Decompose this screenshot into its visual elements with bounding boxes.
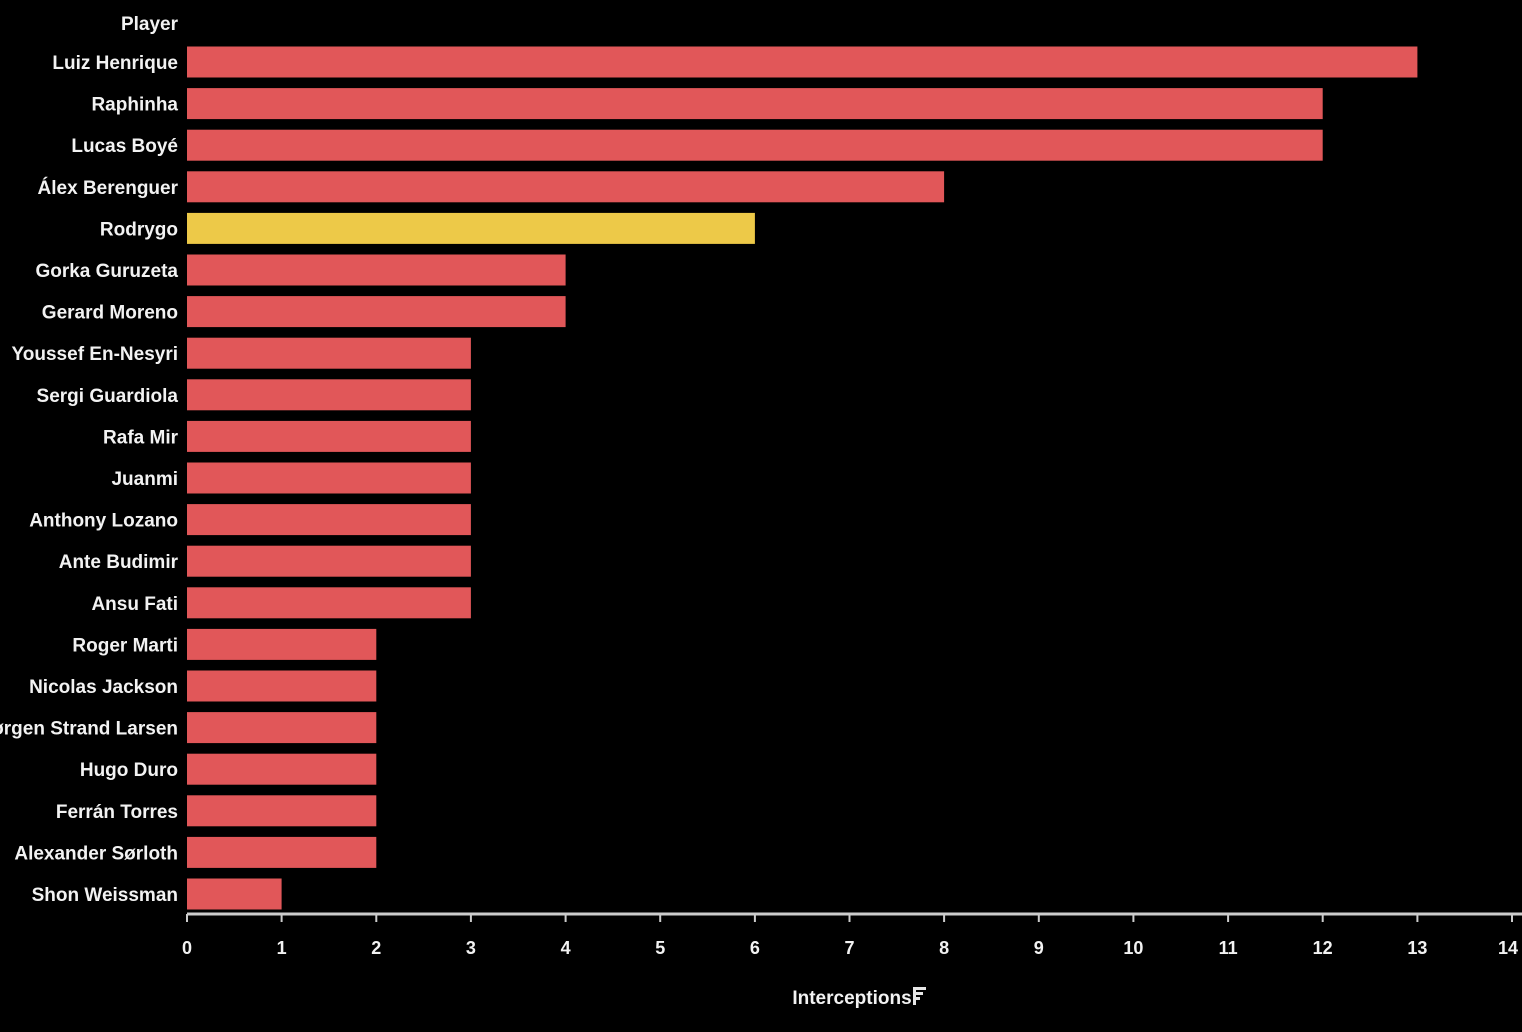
x-tick-label-7: 7 [844, 938, 854, 958]
player-label-6: Gerard Moreno [42, 303, 178, 324]
player-label-20: Shon Weissman [32, 885, 178, 906]
x-tick-label-0: 0 [182, 938, 192, 958]
bar-7[interactable] [187, 337, 471, 369]
player-label-13: Ansu Fati [91, 594, 178, 615]
bar-9[interactable] [187, 420, 471, 452]
x-tick-label-4: 4 [561, 938, 571, 958]
bar-0[interactable] [187, 46, 1418, 78]
player-label-14: Roger Marti [72, 635, 178, 656]
sort-descending-icon[interactable] [913, 987, 926, 1005]
bar-4[interactable] [187, 212, 755, 244]
x-axis-title: Interceptions [792, 988, 911, 1009]
player-label-15: Nicolas Jackson [29, 677, 178, 698]
player-label-16: Jørgen Strand Larsen [0, 719, 178, 740]
bar-3[interactable] [187, 171, 945, 203]
player-label-19: Alexander Sørloth [14, 843, 178, 864]
x-tick-label-1: 1 [277, 938, 287, 958]
x-tick-label-5: 5 [655, 938, 665, 958]
player-label-18: Ferrán Torres [56, 802, 178, 823]
player-label-11: Anthony Lozano [29, 511, 178, 532]
bar-11[interactable] [187, 504, 471, 536]
bar-13[interactable] [187, 587, 471, 619]
bar-10[interactable] [187, 462, 471, 494]
bar-15[interactable] [187, 670, 377, 702]
x-tick-label-9: 9 [1034, 938, 1044, 958]
x-axis-title-group[interactable]: Interceptions [792, 987, 926, 1009]
x-tick-label-2: 2 [371, 938, 381, 958]
bar-2[interactable] [187, 129, 1323, 161]
bar-12[interactable] [187, 545, 471, 577]
bar-19[interactable] [187, 836, 377, 868]
row-header-player: Player [121, 14, 179, 35]
x-tick-label-10: 10 [1123, 938, 1143, 958]
bar-20[interactable] [187, 878, 282, 910]
player-label-17: Hugo Duro [80, 760, 178, 781]
bar-16[interactable] [187, 712, 377, 744]
player-label-3: Álex Berenguer [38, 177, 179, 199]
x-axis-ticks-group: 0 1 2 3 4 5 6 7 8 9 10 11 12 13 14 [182, 914, 1518, 958]
x-tick-label-6: 6 [750, 938, 760, 958]
player-label-9: Rafa Mir [103, 427, 179, 448]
x-tick-label-3: 3 [466, 938, 476, 958]
player-label-8: Sergi Guardiola [37, 386, 179, 407]
player-label-7: Youssef En-Nesyri [12, 344, 178, 365]
player-label-10: Juanmi [111, 469, 178, 490]
x-tick-label-14: 14 [1498, 938, 1518, 958]
player-label-4: Rodrygo [100, 219, 178, 240]
x-tick-label-13: 13 [1407, 938, 1427, 958]
bar-14[interactable] [187, 628, 377, 660]
x-tick-label-8: 8 [939, 938, 949, 958]
bar-17[interactable] [187, 753, 377, 785]
player-label-5: Gorka Guruzeta [35, 261, 178, 282]
bar-1[interactable] [187, 88, 1323, 120]
bar-8[interactable] [187, 379, 471, 411]
player-label-0: Luiz Henrique [52, 53, 178, 74]
player-labels-group: Luiz Henrique Raphinha Lucas Boyé Álex Bere… [0, 53, 179, 906]
player-label-12: Ante Budimir [59, 552, 179, 573]
bars-group [187, 46, 1418, 910]
player-label-1: Raphinha [91, 95, 178, 116]
bar-18[interactable] [187, 795, 377, 827]
bar-6[interactable] [187, 296, 566, 328]
bar-5[interactable] [187, 254, 566, 286]
player-label-2: Lucas Boyé [71, 136, 178, 157]
x-tick-label-11: 11 [1219, 938, 1238, 958]
x-tick-label-12: 12 [1313, 938, 1333, 958]
